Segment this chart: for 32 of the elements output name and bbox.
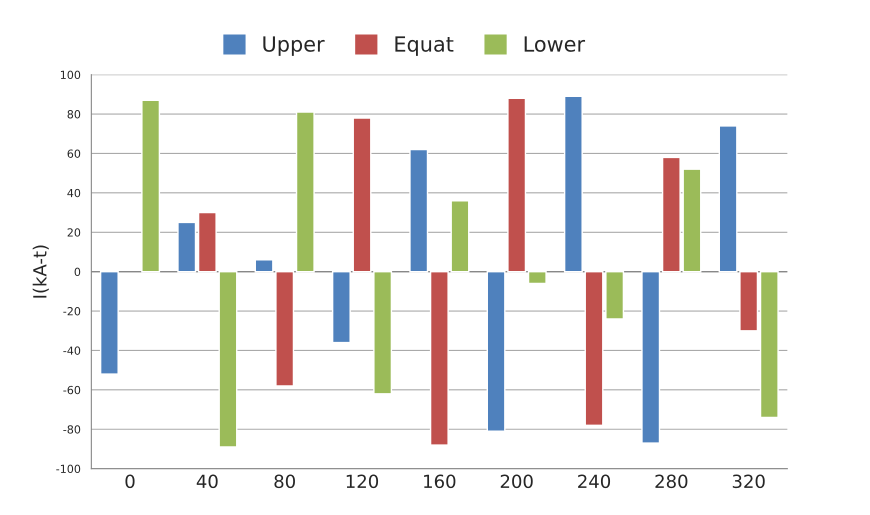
x-tick-label: 280 xyxy=(655,474,688,488)
x-tick-label: 120 xyxy=(346,474,378,488)
y-tick-label: 40 xyxy=(67,188,80,198)
bar xyxy=(760,270,779,418)
y-tick-label: -20 xyxy=(63,307,80,316)
x-tick-label: 200 xyxy=(500,474,533,488)
bar xyxy=(177,222,196,272)
y-tick-label: -60 xyxy=(63,386,80,394)
y-tick-label: 80 xyxy=(68,110,80,118)
x-tick-label: 40 xyxy=(196,474,218,488)
y-tick-label: 100 xyxy=(60,70,80,80)
legend-label: Upper xyxy=(263,36,325,56)
x-tick-label: 160 xyxy=(424,474,456,488)
x-tick-label: 320 xyxy=(732,474,765,488)
x-tick-label: 240 xyxy=(578,474,610,488)
x-tick-label: 80 xyxy=(274,474,295,488)
y-tick-label: -40 xyxy=(63,346,80,355)
y-tick-label: 0 xyxy=(74,268,80,276)
y-tick-label: 60 xyxy=(68,149,80,158)
bar xyxy=(100,270,119,375)
bar xyxy=(409,148,428,272)
y-tick-label: 20 xyxy=(68,228,80,237)
x-tick-label: 0 xyxy=(125,474,135,488)
legend-label: Lower xyxy=(524,36,586,52)
bar xyxy=(141,100,160,272)
y-tick-label: -100 xyxy=(56,464,80,474)
bar xyxy=(296,111,315,272)
y-tick-label: -80 xyxy=(63,425,80,434)
bar xyxy=(528,270,547,284)
bar xyxy=(641,270,660,444)
y-axis-title: I(kA-t) xyxy=(32,246,49,298)
legend-label: Equat xyxy=(395,36,454,56)
